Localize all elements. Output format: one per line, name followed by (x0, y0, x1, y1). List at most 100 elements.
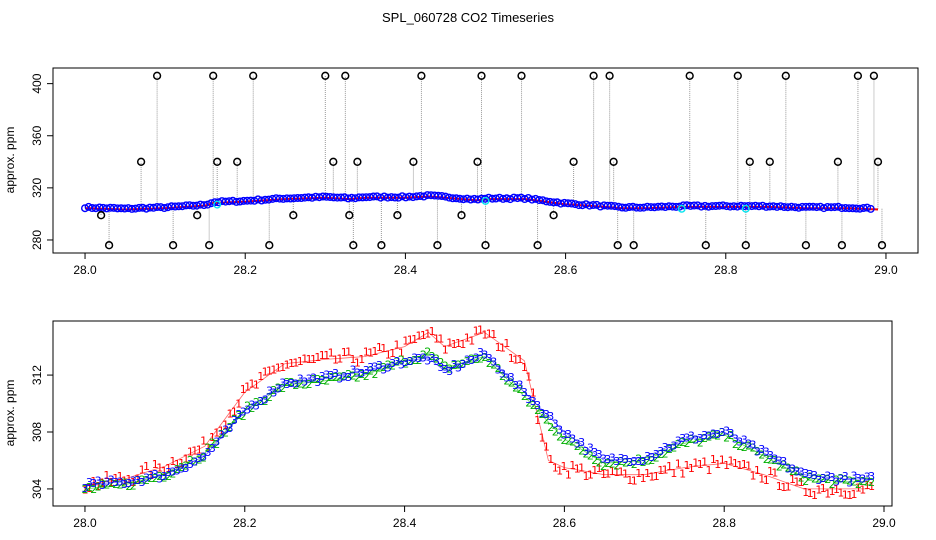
series-1-point: 1 (380, 342, 387, 355)
series-2-point: 2 (442, 360, 449, 373)
series-3-point: 3 (446, 365, 453, 378)
series-3-point: 3 (240, 405, 247, 418)
series-1-point: 1 (565, 469, 572, 482)
series-1-point: 1 (178, 457, 185, 470)
series-1-point: 1 (429, 325, 436, 338)
series-1-point: 1 (152, 458, 159, 471)
outlier-point (609, 157, 618, 166)
series-2-point: 2 (587, 450, 594, 463)
outlier-point (833, 157, 843, 166)
series-2-point: 2 (868, 476, 875, 489)
series-1-point: 1 (714, 458, 721, 471)
series-3-point: 3 (398, 359, 405, 372)
series-3-point: 3 (692, 433, 699, 446)
series-1-point: 1 (420, 329, 427, 342)
series-1-point: 1 (829, 485, 836, 498)
series-1-point: 1 (205, 441, 212, 454)
baseline-point (261, 195, 270, 204)
series-3-point: 3 (231, 414, 238, 427)
series-3-point: 3 (455, 361, 462, 374)
series-3-point: 3 (174, 464, 181, 477)
series-3-point: 3 (736, 435, 743, 448)
series-2-point: 2 (499, 370, 506, 383)
series-1-point: 1 (613, 466, 620, 479)
series-1-point: 1 (631, 475, 638, 488)
top-x-tick-label: 28.4 (394, 263, 418, 277)
series-1-point: 1 (481, 329, 488, 342)
series-1-point: 1 (732, 457, 739, 470)
series-2-point: 2 (591, 454, 598, 467)
series-1-point: 1 (495, 341, 502, 354)
series-3-point: 3 (530, 395, 537, 408)
series-1-point: 1 (416, 329, 423, 342)
outlier-point (168, 241, 178, 250)
series-2-point: 2 (710, 428, 717, 441)
series-2-point: 2 (389, 359, 396, 372)
series-2-point: 2 (257, 395, 264, 408)
series-1-point: 1 (776, 480, 783, 493)
series-3-point: 3 (829, 471, 836, 484)
series-1-point: 1 (442, 343, 449, 356)
series-2-point: 2 (292, 379, 299, 392)
baseline-point (336, 193, 345, 202)
series-1-point: 1 (609, 465, 616, 478)
baseline-point (210, 198, 219, 207)
baseline-point (160, 203, 169, 212)
series-2-point: 2 (648, 454, 655, 467)
series-3-point: 3 (846, 476, 853, 489)
series-1-point: 1 (292, 357, 299, 370)
series-3-point: 3 (319, 370, 326, 383)
series-3-point: 3 (552, 417, 559, 430)
series-3-point: 3 (424, 355, 431, 368)
series-1-point: 1 (842, 489, 849, 502)
baseline-point (347, 193, 356, 202)
series-2-point: 2 (235, 409, 242, 422)
series-1-point: 1 (394, 339, 401, 352)
series-2-point: 2 (706, 430, 713, 443)
series-2-point: 2 (851, 475, 858, 488)
series-2-point: 2 (785, 462, 792, 475)
series-3-point: 3 (134, 474, 141, 487)
series-3-point: 3 (95, 474, 102, 487)
series-2-point: 2 (95, 481, 102, 494)
series-3-point: 3 (613, 455, 620, 468)
series-2-point: 2 (569, 436, 576, 449)
series-2-point: 2 (596, 457, 603, 470)
series-3-point: 3 (152, 468, 159, 481)
baseline-point (506, 195, 515, 204)
series-2-point: 2 (635, 452, 642, 465)
outlier-point (569, 157, 578, 166)
series-2-point: 2 (416, 354, 423, 367)
series-3-point: 3 (275, 383, 282, 396)
series-1-point: 1 (824, 488, 831, 501)
series-3-point: 3 (292, 378, 299, 391)
series-2-point: 2 (864, 475, 871, 488)
series-3-point: 3 (626, 456, 633, 469)
series-2-point: 2 (758, 449, 765, 462)
series-2-point: 2 (279, 382, 286, 395)
series-3-point: 3 (257, 395, 264, 408)
series-1-point: 1 (604, 468, 611, 481)
top-panel-timeseries: approx. ppm 28.0 28.2 28.4 28.6 28.8 29.0 280 3… (3, 67, 919, 277)
baseline-point (866, 204, 875, 213)
series-3-point: 3 (191, 455, 198, 468)
series-3-point: 3 (802, 467, 809, 480)
series-3-point: 3 (187, 458, 194, 471)
outlier-point (457, 211, 466, 220)
top-x-tick-label: 29.0 (874, 263, 898, 277)
series-3-point: 3 (666, 442, 673, 455)
series-3-point: 3 (121, 478, 128, 491)
outlier-point (345, 211, 354, 220)
series-2-point: 2 (121, 477, 128, 490)
outlier-point (265, 241, 274, 250)
series-3-point: 3 (837, 472, 844, 485)
series-3-point: 3 (785, 462, 792, 475)
series-1-point: 1 (745, 460, 752, 473)
series-2-point: 2 (288, 376, 295, 389)
series-3-point: 3 (815, 474, 822, 487)
series-3-point: 3 (859, 473, 866, 486)
series-2-point: 2 (833, 474, 840, 487)
series-2-point: 2 (670, 441, 677, 454)
series-1-point: 1 (701, 456, 708, 469)
